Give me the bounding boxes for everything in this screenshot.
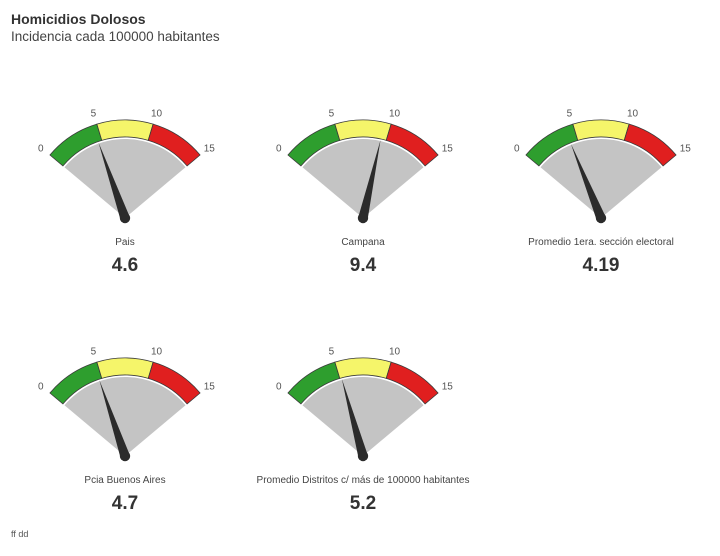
needle-pivot bbox=[119, 450, 131, 462]
tick-label: 15 bbox=[680, 143, 692, 154]
gauge: 0 5 10 15 Campana 9.4 bbox=[276, 109, 453, 276]
needle-pivot bbox=[119, 212, 131, 224]
gauge-band bbox=[623, 123, 677, 167]
tick-label: 0 bbox=[38, 143, 44, 154]
gauge-needle bbox=[99, 380, 130, 458]
tick-label: 15 bbox=[204, 143, 216, 154]
tick-label: 15 bbox=[442, 381, 454, 392]
tick-label: 0 bbox=[514, 143, 520, 154]
gauge-value: 4.19 bbox=[583, 255, 620, 276]
gauge: 0 5 10 15 Promedio Distritos c/ más de 10000… bbox=[257, 347, 470, 514]
gauge-label: Pcia Buenos Aires bbox=[84, 475, 165, 486]
needle-pivot bbox=[357, 212, 369, 224]
gauge-needle bbox=[358, 139, 381, 220]
gauge-band bbox=[572, 119, 630, 141]
gauge-value: 4.6 bbox=[112, 255, 138, 276]
gauge-band bbox=[96, 357, 154, 379]
tick-label: 15 bbox=[442, 143, 454, 154]
tick-label: 10 bbox=[389, 109, 401, 120]
gauge-label: Pais bbox=[115, 237, 134, 248]
tick-label: 5 bbox=[329, 347, 335, 358]
tick-label: 10 bbox=[627, 109, 639, 120]
tick-label: 5 bbox=[329, 109, 335, 120]
gauge-band bbox=[334, 357, 392, 379]
gauge-label: Promedio Distritos c/ más de 100000 habi… bbox=[257, 475, 470, 486]
tick-label: 0 bbox=[276, 381, 282, 392]
gauge: 0 5 10 15 Pais 4.6 bbox=[38, 109, 215, 276]
needle-pivot bbox=[357, 450, 369, 462]
credit-text: ff dd bbox=[11, 529, 29, 539]
gauge-value: 5.2 bbox=[350, 493, 376, 514]
tick-label: 5 bbox=[91, 347, 97, 358]
gauge: 0 5 10 15 Promedio 1era. sección electoral 4.… bbox=[514, 109, 691, 276]
tick-label: 10 bbox=[151, 109, 163, 120]
tick-label: 0 bbox=[38, 381, 44, 392]
gauge-band bbox=[147, 361, 201, 405]
gauge: 0 5 10 15 Pcia Buenos Aires 4.7 bbox=[38, 347, 215, 514]
gauge-face bbox=[540, 138, 662, 218]
tick-label: 5 bbox=[91, 109, 97, 120]
gauge-needle bbox=[98, 142, 130, 220]
gauge-band bbox=[334, 119, 392, 141]
gauge-needle bbox=[570, 143, 606, 220]
tick-label: 0 bbox=[276, 143, 282, 154]
tick-label: 15 bbox=[204, 381, 216, 392]
gauge-value: 9.4 bbox=[350, 255, 377, 276]
gauge-face bbox=[64, 138, 186, 218]
gauge-face bbox=[302, 138, 424, 218]
gauge-value: 4.7 bbox=[112, 493, 138, 514]
chart-subtitle: Incidencia cada 100000 habitantes bbox=[11, 29, 220, 44]
gauge-label: Campana bbox=[341, 237, 385, 248]
gauge-needle bbox=[341, 378, 368, 458]
chart-title: Homicidios Dolosos bbox=[11, 11, 146, 27]
gauge-band bbox=[96, 119, 154, 141]
needle-pivot bbox=[595, 212, 607, 224]
gauge-face bbox=[64, 376, 186, 456]
gauge-band bbox=[385, 123, 439, 167]
tick-label: 10 bbox=[389, 347, 401, 358]
gauge-band bbox=[385, 361, 439, 405]
tick-label: 5 bbox=[567, 109, 573, 120]
gauge-band bbox=[147, 123, 201, 167]
gauge-label: Promedio 1era. sección electoral bbox=[528, 237, 674, 248]
gauge-face bbox=[302, 376, 424, 456]
tick-label: 10 bbox=[151, 347, 163, 358]
